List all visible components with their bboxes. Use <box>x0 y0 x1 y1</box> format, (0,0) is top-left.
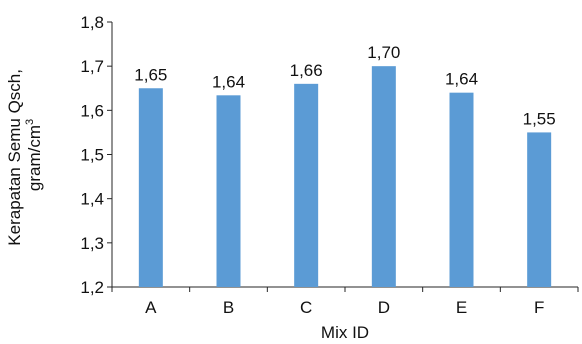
bar-data-label: 1,55 <box>523 109 556 128</box>
y-axis-title-line2: gram/cm <box>25 125 44 191</box>
y-tick-label: 1,4 <box>80 190 104 209</box>
y-tick-label: 1,5 <box>80 146 104 165</box>
x-tick-label: F <box>534 298 544 317</box>
bar-B <box>216 95 241 287</box>
bar-data-label: 1,64 <box>212 72 245 91</box>
x-tick-label: B <box>223 298 234 317</box>
bar-data-label: 1,64 <box>445 70 478 89</box>
bar-A <box>138 88 163 287</box>
bars <box>138 66 552 288</box>
x-tick-label: D <box>378 298 390 317</box>
x-tick-label: E <box>456 298 467 317</box>
x-tick-label: C <box>300 298 312 317</box>
x-tick-label: A <box>145 298 157 317</box>
bar-data-label: 1,70 <box>367 43 400 62</box>
y-tick-label: 1,7 <box>80 57 104 76</box>
y-axis-title-superscript: 3 <box>24 119 36 125</box>
x-ticks: A B C D E F <box>111 287 579 317</box>
bar-C <box>294 83 319 287</box>
y-axis-title: Kerapatan Semu Qsch, gram/cm3 <box>5 64 44 245</box>
y-tick-label: 1,3 <box>80 234 104 253</box>
bar-F <box>527 132 552 287</box>
bar-E <box>449 92 474 288</box>
plot-area: 1,21,31,41,51,61,71,8 1,65 1,641,661,701,… <box>80 13 579 317</box>
x-axis-title: Mix ID <box>321 323 369 342</box>
bar-D <box>371 66 396 288</box>
bar-data-labels: 1,65 1,64 1,66 1,70 1,64 1,55 <box>134 43 555 128</box>
y-tick-label: 1,2 <box>80 278 104 297</box>
y-ticks: 1,2 1,3 1,4 1,5 1,6 1,7 1,8 <box>80 13 112 297</box>
y-tick-label: 1,6 <box>80 101 104 120</box>
y-axis-title-line1: Kerapatan Semu Qsch, <box>5 69 24 246</box>
bar-data-label: 1,66 <box>290 61 323 80</box>
y-tick-label: 1,8 <box>80 13 104 32</box>
bar-data-label: 1,65 <box>134 65 167 84</box>
